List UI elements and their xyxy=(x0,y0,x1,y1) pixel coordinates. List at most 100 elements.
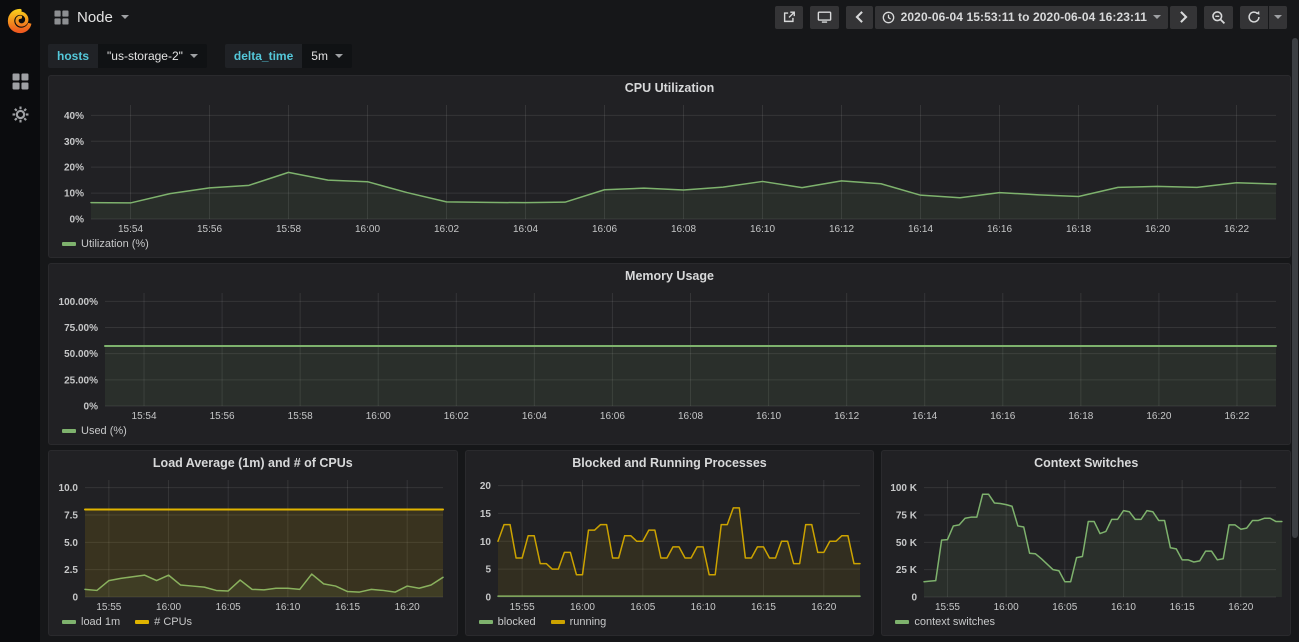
svg-text:15:54: 15:54 xyxy=(132,411,157,422)
context-switches-chart[interactable]: 15:55 16:00 16:05 16:10 16:15 16:20 0 25 K 50 K 7… xyxy=(882,474,1290,614)
svg-text:50 K: 50 K xyxy=(896,538,918,549)
scrollbar-thumb[interactable] xyxy=(1292,38,1298,538)
svg-text:0: 0 xyxy=(72,593,78,604)
variable-value-dropdown[interactable]: "us-storage-2" xyxy=(98,44,207,68)
refresh-icon xyxy=(1248,11,1260,23)
time-shift-back-button[interactable] xyxy=(845,5,873,29)
template-variables-row: hosts "us-storage-2" delta_time 5m xyxy=(40,32,1299,75)
zoom-out-magnifier-icon xyxy=(1212,10,1226,24)
sidebar-item-configuration[interactable] xyxy=(10,104,30,124)
memory-usage-chart[interactable]: 15:54 15:56 15:58 16:00 16:02 16:04 16:06 16:08… xyxy=(49,287,1290,423)
variable-value: "us-storage-2" xyxy=(107,49,183,63)
chart-legend: Utilization (%) xyxy=(49,236,1290,257)
dashboard-picker[interactable]: Node xyxy=(54,9,129,26)
legend-series-color-icon xyxy=(135,620,150,624)
panel-blocked-running-processes: Blocked and Running Processes 15:55 16:00… xyxy=(464,450,875,636)
legend-series-label: context switches xyxy=(914,616,996,628)
svg-text:16:06: 16:06 xyxy=(600,411,625,422)
settings-gear-icon xyxy=(12,106,28,122)
svg-text:20: 20 xyxy=(480,481,492,492)
zoom-out-button[interactable] xyxy=(1204,5,1233,29)
legend-item[interactable]: running xyxy=(550,616,606,628)
svg-text:75.00%: 75.00% xyxy=(64,323,98,334)
cycle-view-button[interactable] xyxy=(809,5,839,29)
svg-text:15:55: 15:55 xyxy=(509,602,534,613)
cpu-utilization-chart[interactable]: 15:54 15:56 15:58 16:00 16:02 16:04 16:06 16:08… xyxy=(49,99,1290,236)
svg-text:2.5: 2.5 xyxy=(64,565,78,576)
scrollbar-track[interactable] xyxy=(1291,0,1299,642)
variable-value-dropdown[interactable]: 5m xyxy=(302,44,352,68)
svg-text:0%: 0% xyxy=(84,402,99,413)
svg-text:100.00%: 100.00% xyxy=(59,297,99,308)
svg-text:16:20: 16:20 xyxy=(1146,411,1171,422)
panel-memory-usage: Memory Usage 15:54 15:56 15:58 16:00 16:02 16… xyxy=(48,263,1291,445)
chart-legend: Used (%) xyxy=(49,423,1290,444)
svg-text:100 K: 100 K xyxy=(891,483,918,494)
chevron-down-icon xyxy=(1153,15,1161,19)
panel-title[interactable]: CPU Utilization xyxy=(624,81,715,95)
svg-text:16:12: 16:12 xyxy=(834,411,859,422)
clock-icon xyxy=(882,11,894,23)
variable-delta-time[interactable]: delta_time 5m xyxy=(224,44,352,68)
share-button[interactable] xyxy=(774,5,803,29)
load-average-chart[interactable]: 15:55 16:00 16:05 16:10 16:15 16:20 0 2.5 5.0 7.5… xyxy=(49,474,457,614)
dashboard-grid-icon xyxy=(54,9,69,25)
svg-text:15:56: 15:56 xyxy=(197,224,222,235)
navbar: Node xyxy=(40,0,1299,32)
svg-text:16:18: 16:18 xyxy=(1066,224,1091,235)
chart-legend: context switches xyxy=(882,614,1290,635)
legend-item[interactable]: Used (%) xyxy=(62,425,127,437)
legend-item[interactable]: load 1m xyxy=(62,616,120,628)
panel-context-switches: Context Switches 15:55 16:00 16:05 16:10 16:… xyxy=(881,450,1292,636)
svg-text:5: 5 xyxy=(485,565,491,576)
svg-text:15:54: 15:54 xyxy=(118,224,143,235)
svg-text:15:55: 15:55 xyxy=(96,602,121,613)
refresh-button[interactable] xyxy=(1240,5,1268,29)
chart-legend: load 1m # CPUs xyxy=(49,614,457,635)
legend-series-label: blocked xyxy=(497,616,536,628)
blocked-running-chart[interactable]: 15:55 16:00 16:05 16:10 16:15 16:20 0 5 10 15 20 xyxy=(466,474,874,614)
panel-load-average: Load Average (1m) and # of CPUs 15:55 16:… xyxy=(48,450,458,636)
variable-hosts[interactable]: hosts "us-storage-2" xyxy=(48,44,207,68)
svg-text:16:15: 16:15 xyxy=(335,602,360,613)
svg-text:16:20: 16:20 xyxy=(811,602,836,613)
svg-text:0%: 0% xyxy=(70,215,85,226)
time-shift-forward-button[interactable] xyxy=(1170,5,1197,29)
svg-text:16:06: 16:06 xyxy=(592,224,617,235)
chevron-down-icon xyxy=(189,54,198,58)
grafana-logo[interactable] xyxy=(6,7,34,35)
svg-text:25.00%: 25.00% xyxy=(64,375,98,386)
refresh-interval-dropdown[interactable] xyxy=(1269,5,1287,29)
legend-item[interactable]: # CPUs xyxy=(135,616,192,628)
svg-text:40%: 40% xyxy=(64,111,84,122)
svg-text:16:14: 16:14 xyxy=(912,411,937,422)
svg-text:16:22: 16:22 xyxy=(1224,224,1249,235)
time-range-picker[interactable]: 2020-06-04 15:53:11 to 2020-06-04 16:23:… xyxy=(874,5,1168,29)
svg-text:16:12: 16:12 xyxy=(829,224,854,235)
legend-item[interactable]: blocked xyxy=(478,616,536,628)
panel-title[interactable]: Context Switches xyxy=(1034,456,1139,470)
main-area: Node xyxy=(40,0,1299,642)
svg-text:0: 0 xyxy=(912,593,918,604)
svg-text:16:10: 16:10 xyxy=(750,224,775,235)
svg-text:15:56: 15:56 xyxy=(210,411,235,422)
dashboard-grid: CPU Utilization 15:54 15:56 15:58 16:00 16:0… xyxy=(40,75,1299,636)
svg-text:16:02: 16:02 xyxy=(444,411,469,422)
svg-text:15:55: 15:55 xyxy=(935,602,960,613)
grafana-logo-icon xyxy=(7,8,32,34)
panel-title[interactable]: Load Average (1m) and # of CPUs xyxy=(152,456,353,470)
svg-text:7.5: 7.5 xyxy=(64,510,78,521)
legend-series-color-icon xyxy=(478,620,493,624)
legend-series-color-icon xyxy=(62,429,76,433)
legend-item[interactable]: context switches xyxy=(895,616,995,628)
dashboard-title: Node xyxy=(77,8,113,26)
svg-text:16:00: 16:00 xyxy=(355,224,380,235)
svg-text:16:05: 16:05 xyxy=(216,602,241,613)
panel-title[interactable]: Blocked and Running Processes xyxy=(572,456,767,470)
svg-text:16:04: 16:04 xyxy=(522,411,547,422)
sidebar-item-dashboards[interactable] xyxy=(10,71,30,91)
legend-item[interactable]: Utilization (%) xyxy=(62,238,149,250)
svg-text:16:05: 16:05 xyxy=(1053,602,1078,613)
panel-title[interactable]: Memory Usage xyxy=(625,269,714,283)
chevron-down-icon xyxy=(334,54,343,58)
